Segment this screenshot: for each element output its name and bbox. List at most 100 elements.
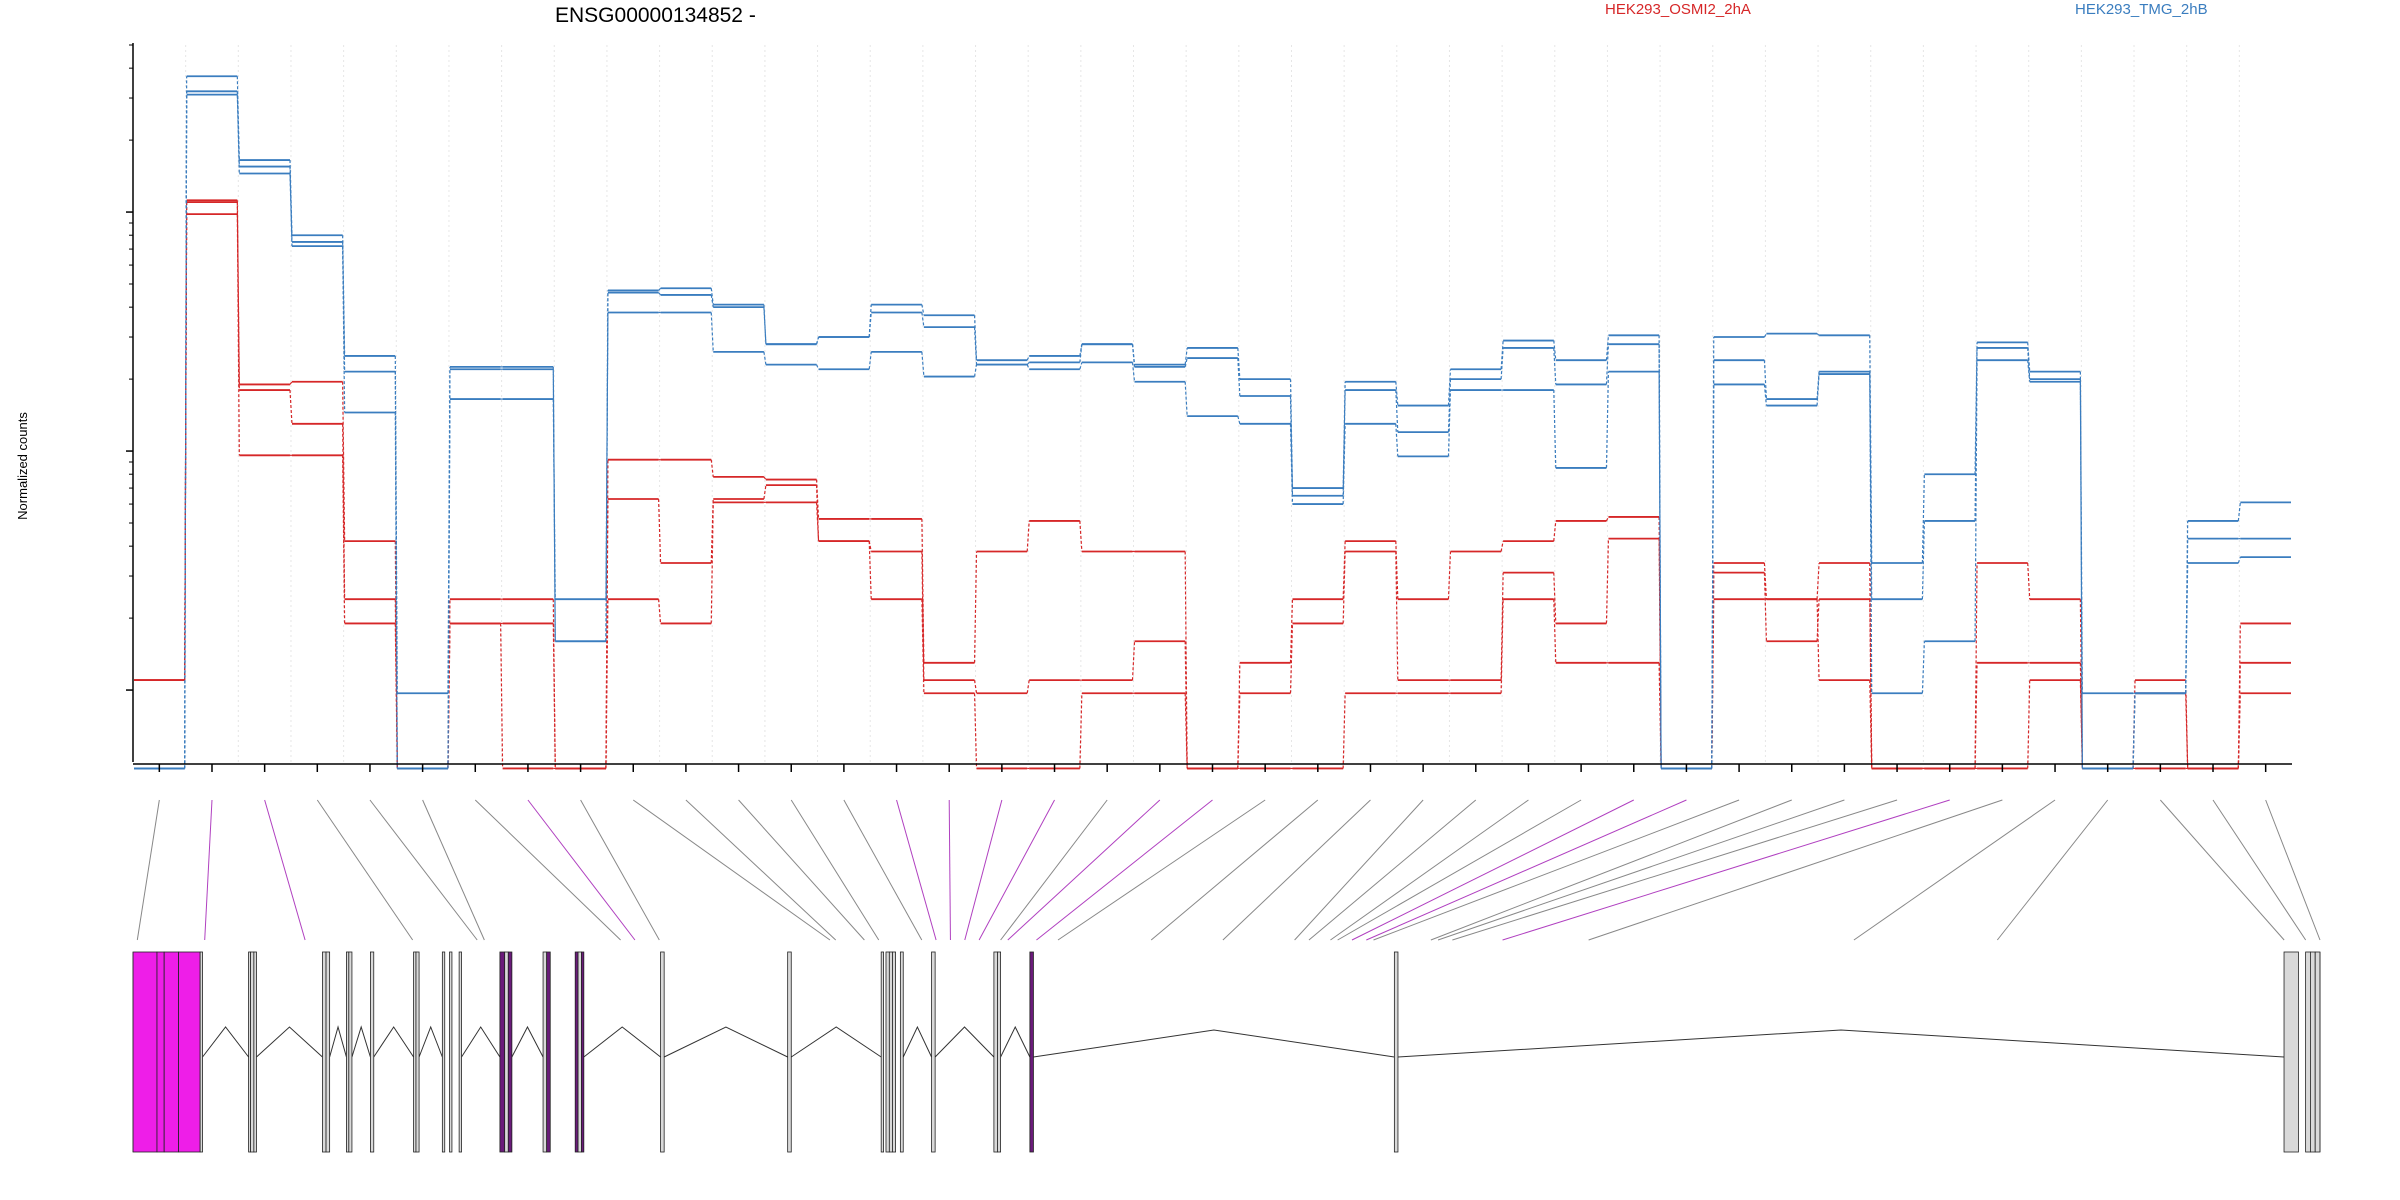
step-connector bbox=[973, 327, 978, 365]
step-connector bbox=[921, 518, 925, 663]
step-connector bbox=[921, 304, 925, 316]
step-connector bbox=[1553, 599, 1557, 663]
exon-block bbox=[2283, 951, 2299, 1153]
step-connector bbox=[1289, 395, 1294, 496]
step-connector bbox=[763, 351, 767, 365]
step-connector bbox=[815, 502, 820, 542]
step-connector bbox=[815, 336, 820, 345]
step-connector bbox=[1184, 347, 1188, 365]
exon-block bbox=[993, 951, 998, 1153]
step-connector bbox=[1658, 344, 1662, 769]
step-connector bbox=[1816, 562, 1820, 600]
exon-connector bbox=[632, 799, 831, 941]
step-connector bbox=[289, 381, 293, 385]
step-connector bbox=[1974, 360, 1978, 642]
step-connector bbox=[763, 485, 767, 500]
exon-block bbox=[2314, 951, 2321, 1153]
exon-block bbox=[132, 951, 158, 1153]
exon-block bbox=[504, 951, 509, 1153]
step-connector bbox=[2027, 562, 2031, 600]
intron-arc bbox=[373, 1026, 414, 1058]
step-connector bbox=[1342, 693, 1346, 769]
exon-block bbox=[997, 951, 1002, 1153]
step-connector bbox=[1869, 374, 1873, 694]
step-connector bbox=[973, 364, 978, 377]
series-2 bbox=[134, 199, 2291, 770]
series-6 bbox=[134, 93, 2291, 770]
step-connector bbox=[342, 235, 346, 356]
step-connector bbox=[1553, 572, 1557, 624]
exon-connector bbox=[964, 799, 1003, 941]
step-connector bbox=[1289, 599, 1294, 663]
exon-connector bbox=[580, 799, 660, 941]
step-connector bbox=[605, 312, 609, 600]
step-connector bbox=[1079, 344, 1083, 363]
step-connector bbox=[710, 294, 714, 308]
step-connector bbox=[1289, 623, 1294, 694]
step-connector bbox=[1395, 423, 1399, 457]
step-connector bbox=[1184, 693, 1188, 769]
step-connector bbox=[342, 246, 346, 413]
step-connector bbox=[1711, 599, 1715, 769]
step-connector bbox=[394, 541, 398, 769]
exon-connector bbox=[1308, 799, 1477, 941]
step-connector bbox=[1026, 680, 1030, 694]
step-connector bbox=[2079, 381, 2083, 769]
step-connector bbox=[1763, 384, 1768, 406]
exon-block bbox=[899, 951, 904, 1153]
step-connector bbox=[1289, 423, 1294, 505]
step-connector bbox=[763, 476, 767, 480]
exon-connector bbox=[1366, 799, 1687, 941]
exon-connector bbox=[978, 799, 1055, 941]
step-connector bbox=[236, 94, 240, 174]
step-connector bbox=[1553, 347, 1557, 385]
exon-block bbox=[546, 951, 551, 1153]
series-lines bbox=[134, 75, 2291, 770]
intron-arc bbox=[461, 1026, 501, 1058]
step-connector bbox=[552, 399, 556, 600]
step-connector bbox=[1711, 384, 1715, 769]
intron-arc bbox=[511, 1025, 544, 1058]
exon-connector bbox=[1351, 799, 1634, 941]
step-connector bbox=[1026, 361, 1030, 366]
step-connector bbox=[394, 412, 398, 769]
step-connector bbox=[1605, 335, 1610, 361]
exon-connector bbox=[1502, 799, 1950, 941]
exon-connector bbox=[1452, 799, 1898, 941]
step-connector bbox=[710, 312, 714, 352]
step-connector bbox=[1079, 693, 1083, 769]
intron-arc bbox=[418, 1025, 443, 1058]
series-4 bbox=[134, 75, 2291, 770]
step-connector bbox=[1237, 358, 1241, 397]
intron-arc bbox=[1000, 1025, 1031, 1058]
step-connector bbox=[1658, 662, 1662, 769]
exon-block bbox=[574, 951, 579, 1153]
step-connector bbox=[1921, 641, 1925, 694]
step-connector bbox=[1026, 364, 1030, 370]
step-connector bbox=[657, 498, 662, 564]
exon-connector bbox=[2265, 799, 2321, 941]
step-connector bbox=[1500, 347, 1504, 380]
gene-model-track bbox=[132, 951, 2321, 1153]
step-connector bbox=[1079, 520, 1083, 552]
step-connector bbox=[1763, 333, 1767, 338]
exon-block bbox=[441, 951, 446, 1153]
step-connector bbox=[1131, 344, 1136, 367]
step-connector bbox=[605, 599, 609, 769]
exon-connector bbox=[1007, 799, 1161, 941]
step-connector bbox=[1605, 538, 1610, 624]
step-connector bbox=[1395, 381, 1399, 406]
intron-arc bbox=[351, 1025, 371, 1058]
step-connector bbox=[657, 599, 662, 624]
exon-block bbox=[156, 951, 165, 1153]
y-axis-label: Normalized counts bbox=[15, 412, 30, 520]
exon-connector bbox=[896, 799, 937, 941]
step-connector bbox=[973, 551, 978, 663]
step-connector bbox=[868, 312, 872, 338]
exon-block bbox=[499, 951, 506, 1153]
step-connector bbox=[1500, 540, 1504, 552]
step-connector bbox=[289, 173, 293, 247]
step-connector bbox=[1237, 693, 1241, 769]
step-connector bbox=[1605, 371, 1610, 468]
exon-connector bbox=[1430, 799, 1792, 941]
